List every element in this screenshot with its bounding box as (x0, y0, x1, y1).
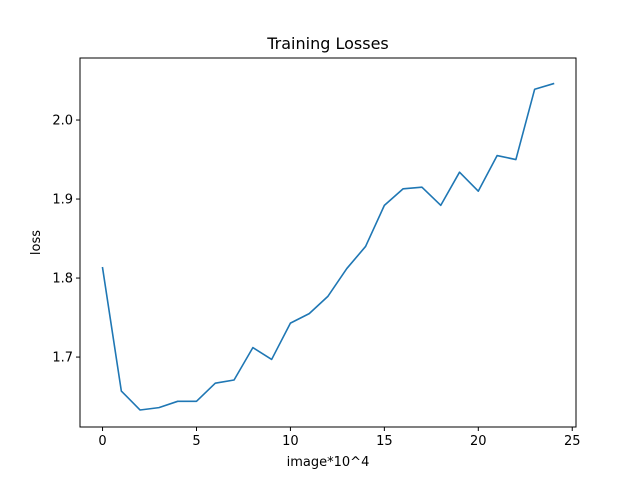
loss-series-line (101, 82, 555, 411)
x-tick-label: 5 (192, 434, 200, 449)
x-tick-label: 25 (564, 434, 581, 449)
y-tick-label: 1.8 (52, 272, 73, 287)
x-tick-label: 15 (376, 434, 393, 449)
x-tick-label: 10 (282, 434, 299, 449)
y-axis-ticks: 1.7 1.8 1.9 2.0 (52, 114, 80, 366)
y-axis-label: loss (29, 230, 44, 255)
x-axis-ticks: 0 5 10 15 20 25 (98, 427, 581, 449)
chart-title: Training Losses (266, 34, 389, 53)
y-tick-label: 1.9 (52, 193, 73, 208)
y-tick-label: 1.7 (52, 351, 73, 366)
x-tick-label: 20 (470, 434, 487, 449)
series-group (101, 82, 555, 411)
axes-frame (79, 57, 577, 428)
x-axis-label: image*10^4 (287, 455, 370, 470)
y-tick-label: 2.0 (52, 114, 73, 129)
x-tick-label: 0 (98, 434, 106, 449)
